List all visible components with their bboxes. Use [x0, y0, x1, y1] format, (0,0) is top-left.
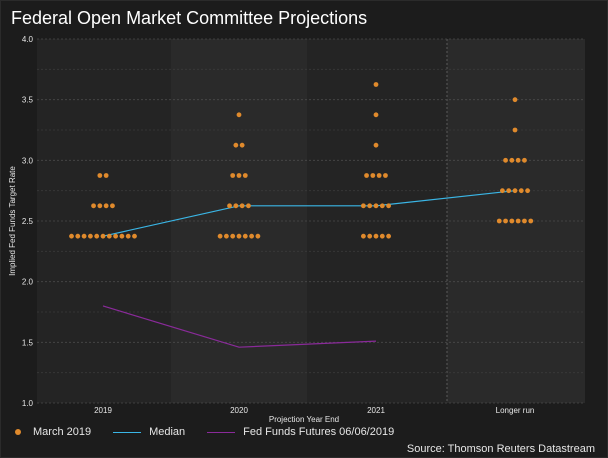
y-tick-label: 2.5 [22, 217, 34, 226]
projection-dot [233, 203, 239, 209]
projection-dot [522, 218, 527, 224]
projection-dot [100, 233, 106, 239]
projection-dot [239, 203, 245, 209]
x-tick-label: 2021 [367, 406, 385, 415]
projection-dot [373, 203, 379, 209]
y-tick-label: 4.0 [22, 35, 34, 44]
projection-dot [515, 218, 521, 224]
y-tick-label: 1.0 [22, 399, 34, 408]
projection-dot [132, 233, 137, 239]
projection-dot [239, 142, 245, 148]
legend-label: March 2019 [33, 426, 92, 438]
projection-dot [509, 218, 515, 224]
projection-dot [503, 157, 508, 163]
projection-dot [373, 233, 379, 239]
projection-dot [236, 233, 242, 239]
projection-dot [373, 112, 379, 118]
projection-dot [379, 233, 385, 239]
projection-dot [367, 203, 373, 209]
projection-dot [383, 173, 388, 178]
projection-dot [376, 173, 382, 178]
projection-dot [528, 218, 534, 224]
projection-dot [106, 233, 112, 239]
projection-dot [509, 157, 515, 163]
projection-dot [373, 82, 379, 87]
projection-dot [125, 233, 131, 239]
projection-dot [224, 233, 229, 239]
legend-line-swatch [207, 431, 236, 433]
projection-dot [227, 203, 232, 209]
projection-dot [233, 142, 239, 148]
projection-dot [496, 218, 502, 224]
legend-item: Fed Funds Futures 06/06/2019 [207, 426, 394, 438]
projection-dot [246, 203, 251, 209]
projection-dot [373, 142, 379, 148]
x-tick-label: 2020 [230, 406, 248, 415]
legend-item: March 2019 [15, 426, 91, 438]
projection-dot [370, 173, 376, 178]
legend-dot-swatch [15, 429, 21, 435]
projection-dot [367, 233, 373, 239]
y-tick-label: 1.5 [22, 338, 34, 347]
projection-dot [249, 233, 255, 239]
projection-dot [500, 188, 505, 194]
projection-dot [217, 233, 223, 239]
projection-dot [230, 233, 236, 239]
projection-dot [525, 188, 530, 194]
projection-dot [97, 173, 103, 178]
legend-line-swatch [113, 431, 142, 433]
projection-dot [119, 233, 125, 239]
x-axis-label: Projection Year End [269, 415, 339, 424]
projection-dot [361, 203, 366, 209]
projection-dot [522, 157, 527, 163]
legend: March 2019 Median Fed Funds Futures 06/06/… [15, 426, 416, 438]
projection-dot [103, 203, 109, 209]
projection-dot [242, 173, 248, 178]
projection-dot [379, 203, 385, 209]
projection-dot [94, 233, 100, 239]
projection-dot [364, 173, 369, 178]
projection-dot [88, 233, 93, 239]
projection-dot [242, 233, 248, 239]
legend-label: Fed Funds Futures 06/06/2019 [243, 426, 395, 438]
x-tick-label: 2019 [94, 406, 112, 415]
projection-dot [255, 233, 261, 239]
y-tick-label: 2.0 [22, 278, 34, 287]
projection-dot [75, 233, 81, 239]
legend-item: Median [113, 426, 185, 438]
projection-dot [230, 173, 236, 178]
projection-dot [97, 203, 103, 209]
projection-dot [506, 188, 512, 194]
projection-dot [236, 112, 242, 118]
projection-dot [386, 233, 391, 239]
median-line [102, 190, 516, 237]
y-tick-label: 3.5 [22, 96, 34, 105]
projection-dot [91, 203, 96, 209]
chart-title: Federal Open Market Committee Projection… [11, 8, 368, 28]
projection-dot [361, 233, 366, 239]
projection-dot [110, 203, 115, 209]
projection-dot [518, 188, 524, 194]
projection-dot [236, 173, 242, 178]
projection-dot [103, 173, 109, 178]
projection-dot [386, 203, 391, 209]
projection-dot [515, 157, 521, 163]
projection-dot [512, 188, 518, 194]
y-tick-label: 3.0 [22, 156, 34, 165]
projection-dot [512, 127, 518, 133]
source-note: Source: Thomson Reuters Datastream [406, 443, 595, 455]
legend-label: Median [149, 426, 186, 438]
projection-dot [512, 97, 518, 103]
y-axis-label: Implied Fed Funds Target Rate [8, 166, 17, 276]
fed-funds-futures-line [102, 305, 377, 348]
projection-dot [69, 233, 74, 239]
projection-dot [503, 218, 508, 224]
projection-dot [81, 233, 87, 239]
projection-dot [113, 233, 118, 239]
x-tick-label: Longer run [496, 406, 535, 415]
